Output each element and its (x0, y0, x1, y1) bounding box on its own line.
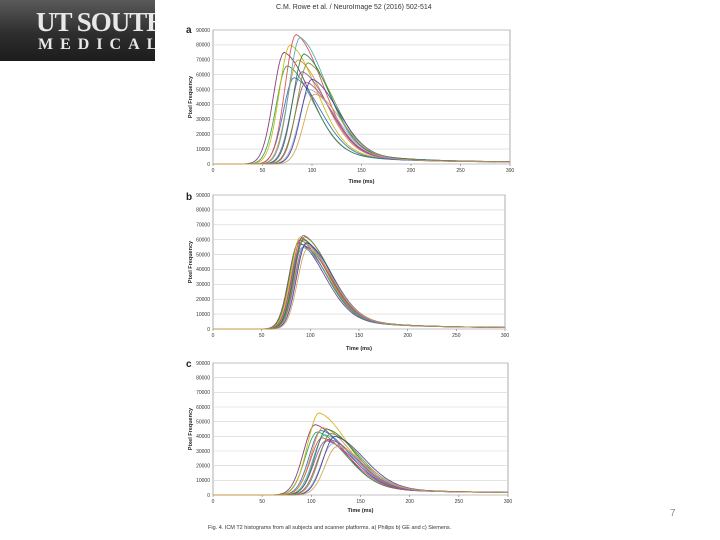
panel-label: b (186, 192, 192, 203)
x-tick-label: 200 (405, 499, 414, 505)
figure-caption: Fig. 4. ICM T2 histograms from all subje… (208, 525, 452, 531)
chart-panel-b: 0 10000 20000 30000 40000 50000 60000 70000 8000… (186, 192, 509, 352)
x-tick-label: 200 (407, 168, 416, 174)
x-tick-label: 50 (260, 168, 266, 174)
y-tick-label: 80000 (196, 208, 210, 214)
y-tick-label: 60000 (196, 405, 210, 411)
x-tick-label: 100 (307, 499, 316, 505)
x-tick-label: 150 (357, 168, 366, 174)
x-tick-label: 300 (506, 168, 515, 174)
x-tick-label: 50 (259, 499, 265, 505)
y-tick-label: 80000 (196, 375, 210, 381)
figure-citation: C.M. Rowe et al. / NeuroImage 52 (2016) … (276, 4, 432, 11)
x-tick-label: 100 (308, 168, 317, 174)
x-axis-label: Time (ms) (349, 179, 375, 185)
y-axis-label: Pixel Frequency (188, 240, 194, 283)
y-tick-label: 50000 (196, 87, 210, 93)
y-tick-label: 50000 (196, 419, 210, 425)
logo-wordmark: UT SOUTHW (36, 7, 155, 37)
x-tick-label: 100 (306, 333, 315, 339)
chart-panel-c: 0 10000 20000 30000 40000 50000 60000 70000 8000… (186, 359, 512, 514)
y-axis-label: Pixel Frequency (188, 407, 194, 450)
y-tick-label: 0 (207, 493, 210, 499)
y-tick-label: 70000 (196, 58, 210, 64)
x-tick-label: 250 (452, 333, 461, 339)
y-tick-label: 70000 (196, 223, 210, 229)
chart-panel-a: 0 10000 20000 30000 40000 50000 60000 70000 8000… (186, 25, 514, 185)
x-tick-label: 250 (455, 499, 464, 505)
panel-label: a (186, 25, 192, 36)
x-tick-label: 200 (403, 333, 412, 339)
x-tick-label: 250 (456, 168, 465, 174)
y-tick-label: 90000 (196, 28, 210, 34)
y-tick-label: 10000 (196, 312, 210, 318)
y-tick-label: 50000 (196, 252, 210, 258)
y-tick-label: 60000 (196, 72, 210, 78)
x-tick-label: 0 (212, 168, 215, 174)
x-tick-label: 50 (259, 333, 265, 339)
y-tick-label: 70000 (196, 390, 210, 396)
y-tick-label: 10000 (196, 478, 210, 484)
y-tick-label: 20000 (196, 297, 210, 303)
x-tick-label: 300 (501, 333, 510, 339)
x-tick-label: 0 (212, 499, 215, 505)
x-tick-label: 0 (212, 333, 215, 339)
y-tick-label: 80000 (196, 43, 210, 49)
y-tick-label: 40000 (196, 102, 210, 108)
ut-southwestern-logo: UT SOUTHW MEDICAL (0, 0, 155, 61)
slide-page-number: 7 (670, 508, 676, 519)
x-axis-label: Time (ms) (348, 508, 374, 514)
x-tick-label: 150 (355, 333, 364, 339)
y-tick-label: 30000 (196, 117, 210, 123)
y-tick-label: 30000 (196, 449, 210, 455)
plot-area (212, 29, 511, 165)
plot-area (212, 362, 509, 496)
logo-subtitle: MEDICAL (38, 36, 155, 53)
y-tick-label: 90000 (196, 193, 210, 199)
series-line (213, 248, 506, 330)
y-tick-label: 20000 (196, 132, 210, 138)
y-tick-label: 0 (207, 327, 210, 333)
panel-label: c (186, 359, 192, 370)
x-tick-label: 150 (356, 499, 365, 505)
y-tick-label: 30000 (196, 282, 210, 288)
y-tick-label: 40000 (196, 434, 210, 440)
y-axis-label: Pixel Frequency (188, 75, 194, 118)
y-tick-label: 20000 (196, 463, 210, 469)
plot-area (212, 194, 506, 330)
y-tick-label: 90000 (196, 361, 210, 367)
x-axis-label: Time (ms) (346, 346, 372, 352)
y-tick-label: 40000 (196, 267, 210, 273)
series-line (213, 93, 511, 165)
y-tick-label: 0 (207, 162, 210, 168)
x-tick-label: 300 (504, 499, 513, 505)
y-tick-label: 10000 (196, 147, 210, 153)
series-line (213, 446, 509, 496)
y-tick-label: 60000 (196, 237, 210, 243)
